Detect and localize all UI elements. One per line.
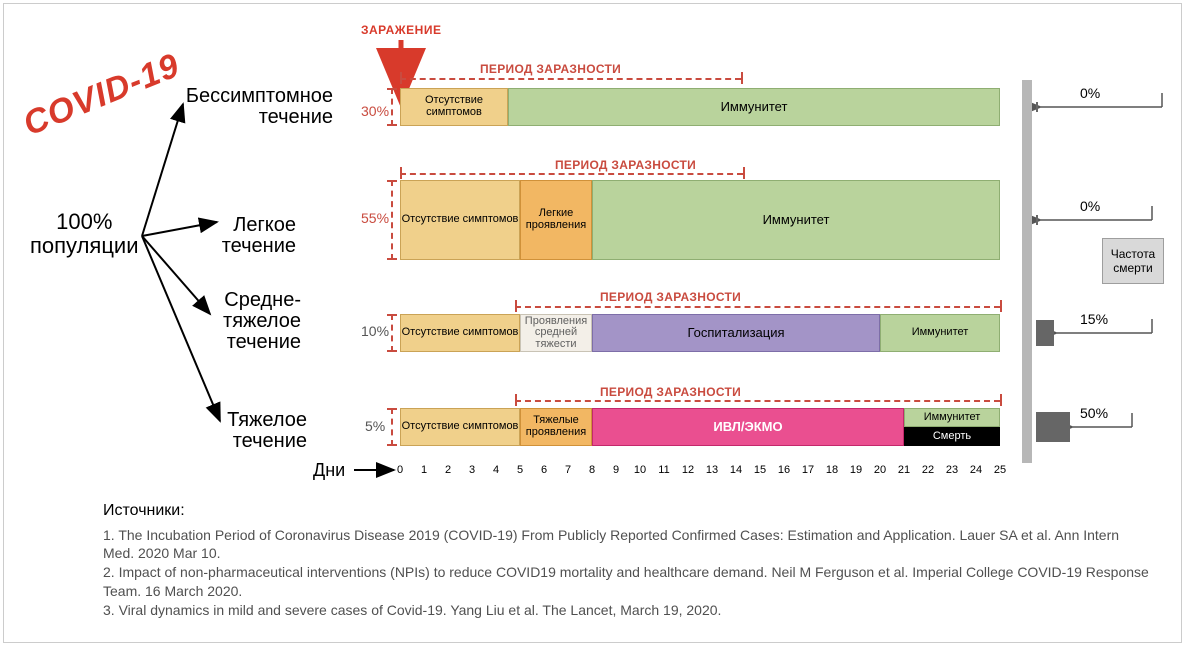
population-root-word: популяции bbox=[30, 234, 139, 258]
segment-mild-no-symptoms: Отсутствие симптомов bbox=[400, 180, 520, 260]
population-root-pct: 100% bbox=[30, 210, 139, 234]
death-bar-asymptomatic bbox=[1036, 102, 1038, 112]
contagion-period-tick bbox=[515, 300, 517, 312]
day-tick-label: 14 bbox=[730, 464, 742, 476]
day-tick-label: 21 bbox=[898, 464, 910, 476]
contagion-period-tick bbox=[743, 167, 745, 179]
death-bar-track bbox=[1022, 80, 1032, 463]
day-tick-label: 9 bbox=[613, 464, 619, 476]
contagion-period-tick bbox=[1000, 394, 1002, 406]
segment-severe-ventilation: ИВЛ/ЭКМО bbox=[592, 408, 904, 446]
axis-days-label: Дни bbox=[313, 460, 345, 481]
row-label-asymptomatic: Бессимптомноетечение bbox=[186, 86, 333, 128]
day-tick-label: 3 bbox=[469, 464, 475, 476]
row-label-mild: Легкоетечение bbox=[222, 215, 296, 257]
day-tick-label: 1 bbox=[421, 464, 427, 476]
segment-moderate-immunity: Иммунитет bbox=[880, 314, 1000, 352]
segment-severe-immunity-or-death: Смерть bbox=[904, 427, 1000, 446]
day-tick-label: 24 bbox=[970, 464, 982, 476]
day-tick-label: 7 bbox=[565, 464, 571, 476]
segment-moderate-hospitalization: Госпитализация bbox=[592, 314, 880, 352]
segment-mild-immunity: Иммунитет bbox=[592, 180, 1000, 260]
death-pct-asymptomatic: 0% bbox=[1080, 85, 1100, 101]
source-line: 2. Impact of non-pharmaceutical interven… bbox=[103, 563, 1153, 601]
contagion-period-tick bbox=[741, 72, 743, 84]
day-tick-label: 20 bbox=[874, 464, 886, 476]
day-tick-label: 25 bbox=[994, 464, 1006, 476]
day-tick-label: 12 bbox=[682, 464, 694, 476]
death-bar-moderate bbox=[1036, 320, 1054, 346]
height-bracket bbox=[387, 180, 399, 260]
contagion-period-line bbox=[400, 173, 743, 175]
row-pct-severe: 5% bbox=[365, 418, 385, 434]
death-pct-severe: 50% bbox=[1080, 405, 1108, 421]
day-tick-label: 17 bbox=[802, 464, 814, 476]
death-bar-severe bbox=[1036, 412, 1070, 442]
contagion-period-label: ПЕРИОД ЗАРАЗНОСТИ bbox=[600, 290, 741, 304]
day-tick-label: 18 bbox=[826, 464, 838, 476]
day-tick-label: 4 bbox=[493, 464, 499, 476]
contagion-period-tick bbox=[400, 167, 402, 179]
contagion-period-tick bbox=[1000, 300, 1002, 312]
day-tick-label: 2 bbox=[445, 464, 451, 476]
population-root: 100% популяции bbox=[30, 210, 139, 258]
infection-label: ЗАРАЖЕНИЕ bbox=[361, 23, 441, 37]
segment-severe-immunity-or-death: Иммунитет bbox=[904, 408, 1000, 427]
death-pct-mild: 0% bbox=[1080, 198, 1100, 214]
sources-block: Источники: 1. The Incubation Period of C… bbox=[103, 500, 1153, 620]
day-tick-label: 16 bbox=[778, 464, 790, 476]
height-bracket bbox=[387, 88, 399, 126]
segment-asymptomatic-no-symptoms: Отсутствие симптомов bbox=[400, 88, 508, 126]
contagion-period-label: ПЕРИОД ЗАРАЗНОСТИ bbox=[555, 158, 696, 172]
contagion-period-label: ПЕРИОД ЗАРАЗНОСТИ bbox=[480, 62, 621, 76]
contagion-period-tick bbox=[400, 72, 402, 84]
day-tick-label: 10 bbox=[634, 464, 646, 476]
contagion-period-line bbox=[515, 306, 1000, 308]
height-bracket bbox=[387, 408, 399, 446]
source-line: 1. The Incubation Period of Coronavirus … bbox=[103, 526, 1153, 564]
day-tick-label: 8 bbox=[589, 464, 595, 476]
row-label-severe: Тяжелоетечение bbox=[227, 410, 307, 452]
contagion-period-label: ПЕРИОД ЗАРАЗНОСТИ bbox=[600, 385, 741, 399]
segment-moderate-moderate-symptoms: Проявления средней тяжести bbox=[520, 314, 592, 352]
death-frequency-box: Частота смерти bbox=[1102, 238, 1164, 284]
day-tick-label: 11 bbox=[658, 464, 669, 476]
day-tick-label: 19 bbox=[850, 464, 862, 476]
death-frequency-line2: смерти bbox=[1111, 261, 1155, 275]
day-tick-label: 13 bbox=[706, 464, 718, 476]
height-bracket bbox=[387, 314, 399, 352]
day-tick-label: 22 bbox=[922, 464, 934, 476]
day-tick-label: 5 bbox=[517, 464, 523, 476]
sources-header: Источники: bbox=[103, 500, 1153, 522]
contagion-period-tick bbox=[515, 394, 517, 406]
day-tick-label: 0 bbox=[397, 464, 403, 476]
death-frequency-line1: Частота bbox=[1111, 247, 1155, 261]
row-pct-asymptomatic: 30% bbox=[361, 103, 389, 119]
segment-asymptomatic-immunity: Иммунитет bbox=[508, 88, 1000, 126]
row-label-moderate: Средне-тяжелоетечение bbox=[223, 290, 301, 353]
contagion-period-line bbox=[400, 78, 741, 80]
contagion-period-line bbox=[515, 400, 1000, 402]
row-pct-moderate: 10% bbox=[361, 323, 389, 339]
segment-severe-no-symptoms: Отсутствие симптомов bbox=[400, 408, 520, 446]
segment-mild-mild-symptoms: Легкие проявления bbox=[520, 180, 592, 260]
day-tick-label: 23 bbox=[946, 464, 958, 476]
segment-severe-severe-symptoms: Тяжелые проявления bbox=[520, 408, 592, 446]
segment-moderate-no-symptoms: Отсутствие симптомов bbox=[400, 314, 520, 352]
death-bar-mild bbox=[1036, 215, 1038, 225]
day-tick-label: 6 bbox=[541, 464, 547, 476]
source-line: 3. Viral dynamics in mild and severe cas… bbox=[103, 601, 1153, 620]
row-pct-mild: 55% bbox=[361, 210, 389, 226]
death-pct-moderate: 15% bbox=[1080, 311, 1108, 327]
day-tick-label: 15 bbox=[754, 464, 766, 476]
